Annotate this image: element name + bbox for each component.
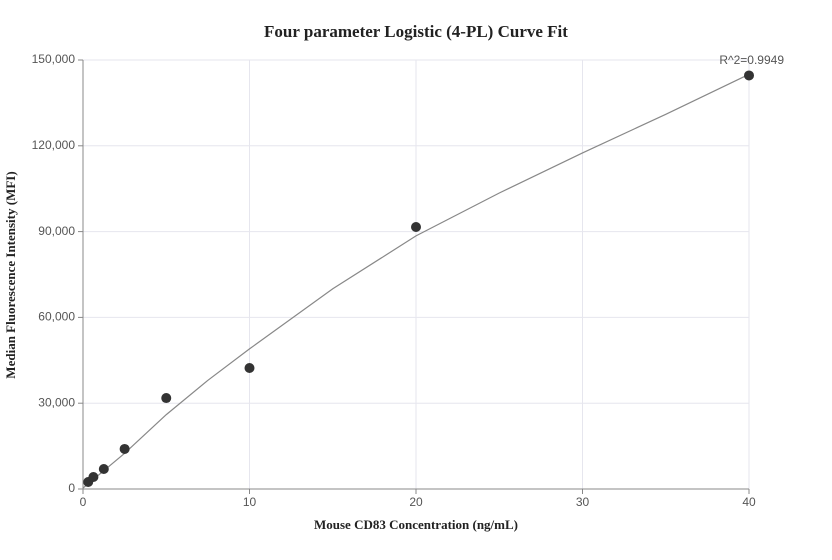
- annotation: R^2=0.9949: [719, 53, 784, 67]
- data-point: [88, 471, 99, 482]
- fit-curve: [82, 73, 750, 489]
- y-tick-label: 0: [68, 481, 75, 495]
- data-point: [119, 443, 130, 454]
- y-tick-label: 60,000: [38, 310, 75, 324]
- data-point: [411, 222, 421, 233]
- y-tick-label: 120,000: [32, 138, 76, 152]
- x-tick-label: 0: [80, 495, 87, 509]
- y-tick-label: 30,000: [38, 395, 75, 409]
- chart-title: Four parameter Logistic (4-PL) Curve Fit: [264, 22, 568, 41]
- data-point: [244, 363, 255, 374]
- x-tick-label: 30: [576, 495, 590, 509]
- data-point: [744, 70, 754, 81]
- x-tick-label: 10: [243, 495, 257, 509]
- x-tick-label: 20: [409, 495, 423, 509]
- x-axis-label: Mouse CD83 Concentration (ng/mL): [314, 517, 518, 532]
- y-tick-label: 90,000: [38, 224, 75, 238]
- data-point: [161, 393, 172, 404]
- data-point: [98, 463, 109, 474]
- y-tick-label: 150,000: [32, 52, 76, 66]
- y-axis-label: Median Fluorescence Intensity (MFI): [3, 171, 18, 378]
- x-tick-label: 40: [742, 495, 756, 509]
